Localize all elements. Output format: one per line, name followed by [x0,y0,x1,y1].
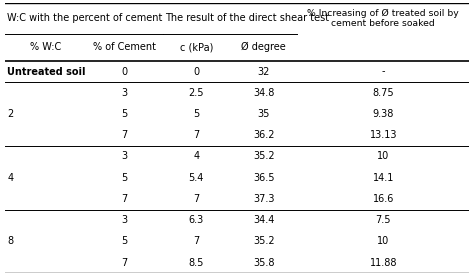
Text: 5: 5 [121,173,128,183]
Text: 0: 0 [121,67,128,76]
Text: 6.3: 6.3 [189,215,204,225]
Text: 2: 2 [7,109,13,119]
Text: Ø degree: Ø degree [241,42,286,52]
Text: 3: 3 [121,152,128,161]
Text: -: - [382,67,385,76]
Text: 14.1: 14.1 [373,173,394,183]
Text: 10: 10 [377,152,390,161]
Text: 10: 10 [377,236,390,246]
Text: 34.8: 34.8 [253,88,274,98]
Text: 4: 4 [193,152,200,161]
Text: 34.4: 34.4 [253,215,274,225]
Text: 8.75: 8.75 [373,88,394,98]
Text: 5: 5 [121,109,128,119]
Text: 36.2: 36.2 [253,130,274,140]
Text: 11.88: 11.88 [370,258,397,268]
Text: 7: 7 [193,236,200,246]
Text: 7.5: 7.5 [375,215,391,225]
Text: 8: 8 [7,236,13,246]
Text: 5: 5 [121,236,128,246]
Text: 35.2: 35.2 [253,152,274,161]
Text: 36.5: 36.5 [253,173,274,183]
Text: 5.4: 5.4 [189,173,204,183]
Text: 0: 0 [193,67,200,76]
Text: 9.38: 9.38 [373,109,394,119]
Text: 7: 7 [121,194,128,204]
Text: 7: 7 [121,130,128,140]
Text: 5: 5 [193,109,200,119]
Text: The result of the direct shear test: The result of the direct shear test [165,13,329,23]
Text: 2.5: 2.5 [189,88,204,98]
Text: 32: 32 [257,67,270,76]
Text: 13.13: 13.13 [370,130,397,140]
Text: % W:C: % W:C [30,43,61,52]
Text: 7: 7 [193,194,200,204]
Text: 16.6: 16.6 [373,194,394,204]
Text: 7: 7 [121,258,128,268]
Text: 3: 3 [121,215,128,225]
Text: 35.8: 35.8 [253,258,274,268]
Text: % of Cement: % of Cement [93,43,156,52]
Text: 7: 7 [193,130,200,140]
Text: 3: 3 [121,88,128,98]
Text: 8.5: 8.5 [189,258,204,268]
Text: Untreated soil: Untreated soil [7,67,86,76]
Text: 4: 4 [7,173,13,183]
Text: 37.3: 37.3 [253,194,274,204]
Text: 35.2: 35.2 [253,236,274,246]
Text: % Increasing of Ø treated soil by
cement before soaked: % Increasing of Ø treated soil by cement… [308,9,459,28]
Text: W:C with the percent of cement: W:C with the percent of cement [7,13,163,23]
Text: 35: 35 [257,109,270,119]
Text: c (kPa): c (kPa) [180,43,213,52]
